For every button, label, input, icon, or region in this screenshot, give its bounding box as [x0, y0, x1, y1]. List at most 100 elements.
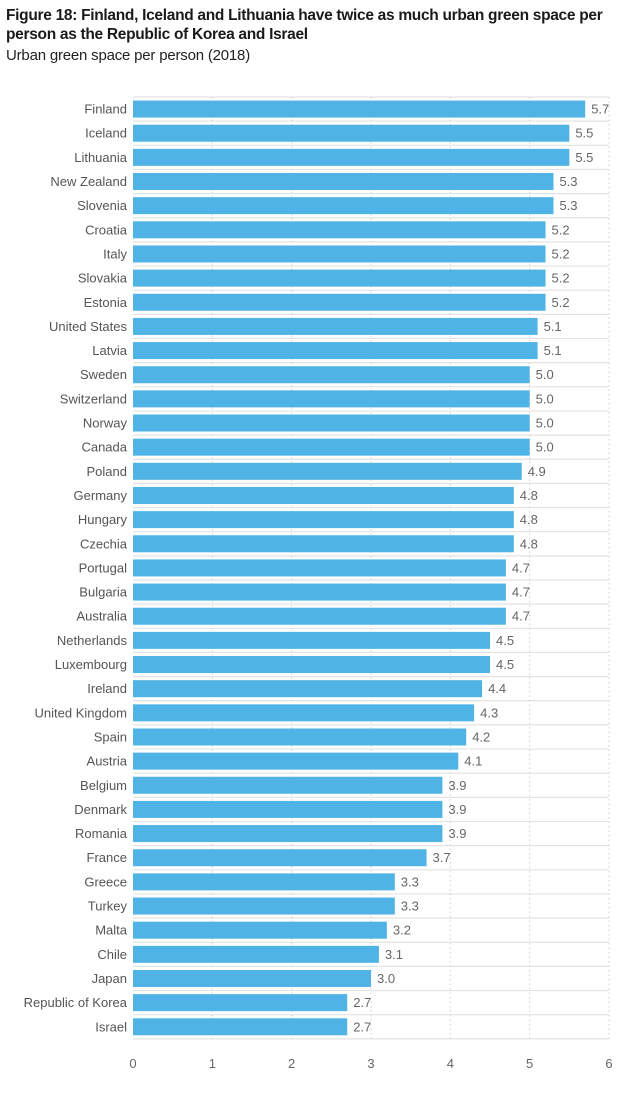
- category-label: Finland: [84, 102, 127, 117]
- bar: [133, 752, 459, 770]
- data-label: 5.5: [575, 150, 593, 165]
- data-label: 4.3: [480, 705, 498, 720]
- grid-layer: [133, 96, 610, 1040]
- bar: [133, 994, 348, 1012]
- bar: [133, 342, 538, 360]
- data-label: 5.7: [591, 102, 609, 117]
- category-label: Romania: [75, 826, 128, 841]
- bar: [133, 148, 570, 166]
- x-tick-label: 5: [526, 1056, 533, 1071]
- bar: [133, 849, 427, 867]
- category-label: Ireland: [87, 681, 127, 696]
- data-label: 4.5: [496, 633, 514, 648]
- x-tick-label: 3: [367, 1056, 374, 1071]
- data-label: 4.7: [512, 609, 530, 624]
- category-label: Iceland: [85, 126, 127, 141]
- bar: [133, 656, 490, 674]
- x-tick-label: 6: [605, 1056, 612, 1071]
- data-label: 4.5: [496, 657, 514, 672]
- category-label: Latvia: [92, 343, 127, 358]
- category-label: Israel: [95, 1019, 127, 1034]
- bar: [133, 607, 506, 625]
- category-label: Hungary: [78, 512, 128, 527]
- category-label: New Zealand: [50, 174, 127, 189]
- category-label: Austria: [87, 754, 128, 769]
- data-label: 5.2: [552, 246, 570, 261]
- category-label: Norway: [83, 416, 128, 431]
- data-label: 3.3: [401, 874, 419, 889]
- bar-layer: [133, 100, 586, 1036]
- data-label: 4.9: [528, 464, 546, 479]
- category-label: Canada: [81, 440, 127, 455]
- bar: [133, 631, 490, 649]
- data-label: 4.8: [520, 488, 538, 503]
- category-label: Australia: [76, 609, 127, 624]
- bar: [133, 945, 379, 963]
- data-label: 3.3: [401, 899, 419, 914]
- bar: [133, 511, 514, 529]
- data-label: 5.3: [559, 174, 577, 189]
- bar: [133, 486, 514, 504]
- category-label: Belgium: [80, 778, 127, 793]
- data-label: 3.7: [433, 850, 451, 865]
- category-label: Switzerland: [60, 391, 127, 406]
- data-label: 3.2: [393, 923, 411, 938]
- category-label: Slovakia: [78, 271, 128, 286]
- bar: [133, 317, 538, 335]
- data-label: 2.7: [353, 995, 371, 1010]
- chart-title: Figure 18: Finland, Iceland and Lithuani…: [6, 7, 603, 43]
- bar: [133, 873, 395, 891]
- data-label: 4.1: [464, 754, 482, 769]
- data-label: 5.2: [552, 222, 570, 237]
- category-label: Malta: [95, 923, 128, 938]
- category-label: Luxembourg: [55, 657, 127, 672]
- bar: [133, 969, 371, 987]
- category-label: United Kingdom: [35, 705, 128, 720]
- data-label: 5.5: [575, 126, 593, 141]
- data-label: 5.2: [552, 295, 570, 310]
- category-label: Portugal: [79, 560, 128, 575]
- x-tick-label: 2: [288, 1056, 295, 1071]
- data-label: 5.1: [544, 319, 562, 334]
- category-label: Bulgaria: [79, 585, 127, 600]
- category-label: Netherlands: [57, 633, 128, 648]
- category-label: Republic of Korea: [24, 995, 128, 1010]
- bar: [133, 414, 530, 432]
- data-label: 3.0: [377, 971, 395, 986]
- bar: [133, 704, 475, 722]
- label-layer: Finland 5.7 Iceland 5.5 Lithuania 5.5 New Zeal…: [24, 102, 610, 1035]
- x-tick-label: 0: [129, 1056, 136, 1071]
- data-label: 5.3: [559, 198, 577, 213]
- category-label: Greece: [84, 874, 127, 889]
- data-label: 4.7: [512, 560, 530, 575]
- category-label: United States: [49, 319, 128, 334]
- data-label: 4.7: [512, 585, 530, 600]
- bar: [133, 1018, 348, 1036]
- bar: [133, 438, 530, 456]
- bar: [133, 197, 554, 215]
- bar: [133, 535, 514, 553]
- category-label: Lithuania: [74, 150, 128, 165]
- category-label: Croatia: [85, 222, 128, 237]
- data-label: 4.2: [472, 729, 490, 744]
- category-label: Sweden: [80, 367, 127, 382]
- category-label: Slovenia: [77, 198, 128, 213]
- data-label: 3.9: [448, 826, 466, 841]
- data-label: 2.7: [353, 1019, 371, 1034]
- data-label: 5.0: [536, 416, 554, 431]
- bar: [133, 776, 443, 794]
- category-label: Denmark: [74, 802, 127, 817]
- category-label: Germany: [74, 488, 128, 503]
- data-label: 4.8: [520, 536, 538, 551]
- category-label: France: [87, 850, 127, 865]
- data-label: 5.0: [536, 440, 554, 455]
- bar: [133, 173, 554, 191]
- x-axis: 0 1 2 3 4 5 6: [129, 1056, 612, 1071]
- bar: [133, 269, 546, 287]
- category-label: Poland: [87, 464, 127, 479]
- data-label: 3.1: [385, 947, 403, 962]
- bar: [133, 897, 395, 915]
- data-label: 5.0: [536, 391, 554, 406]
- data-label: 5.2: [552, 271, 570, 286]
